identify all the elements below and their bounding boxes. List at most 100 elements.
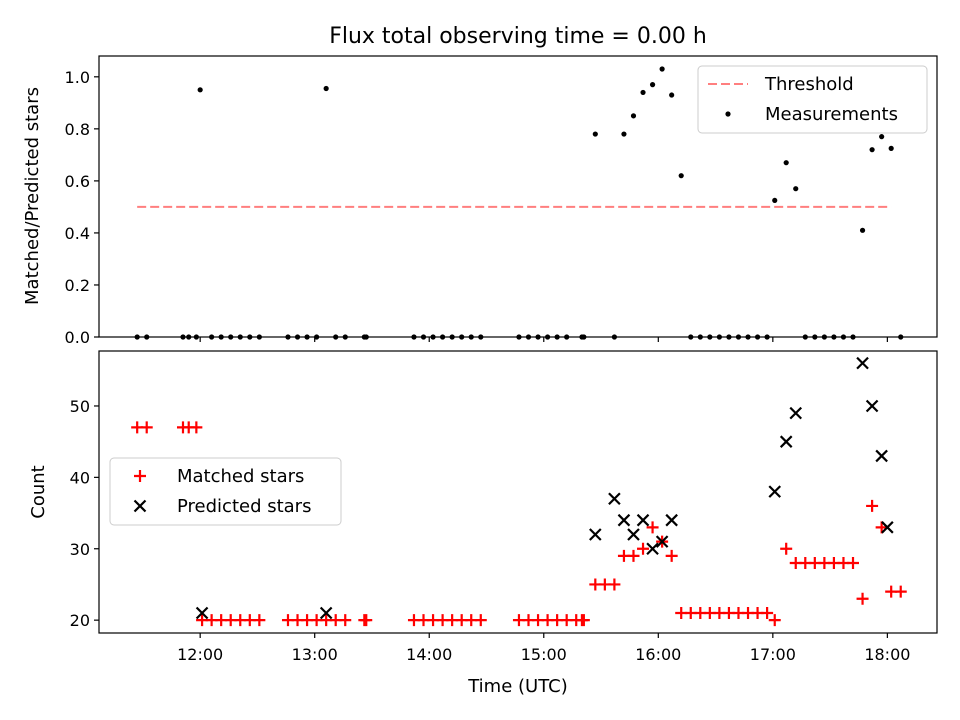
measurement-point <box>802 334 808 340</box>
matched-stars-point <box>577 614 590 627</box>
predicted-stars-point <box>881 521 894 534</box>
chart-title: Flux total observing time = 0.00 h <box>329 24 707 49</box>
matched-stars-legend-marker <box>134 470 146 482</box>
measurement-point <box>478 334 484 340</box>
measurement-point <box>304 334 310 340</box>
measurement-point <box>363 334 369 340</box>
measurement-point <box>783 160 789 166</box>
matched-stars-point <box>474 614 487 627</box>
x-tick-label: 15:00 <box>521 645 567 664</box>
measurement-point <box>193 334 199 340</box>
matched-stars-point <box>627 549 640 562</box>
measurement-point <box>186 334 192 340</box>
measurement-point <box>285 334 291 340</box>
matched-stars-point <box>253 614 266 627</box>
measurement-point <box>314 334 320 340</box>
predicted-stars-point <box>589 528 602 541</box>
measurement-point <box>197 87 203 93</box>
x-tick-label: 13:00 <box>292 645 338 664</box>
matched-stars-point <box>780 542 793 555</box>
measurement-point <box>581 334 587 340</box>
measurement-point <box>697 334 703 340</box>
matched-stars-point <box>140 421 153 434</box>
matched-stars-point <box>646 521 659 534</box>
y-tick-label: 40 <box>70 468 90 487</box>
measurement-point <box>554 334 560 340</box>
y-tick-label: 0.2 <box>65 276 90 295</box>
predicted-stars-legend-label: Predicted stars <box>177 496 311 517</box>
matched-stars-point <box>894 585 907 598</box>
measurement-point <box>621 131 627 137</box>
measurement-point <box>649 82 656 88</box>
y-tick-label: 0.4 <box>65 224 90 243</box>
matched-stars-point <box>637 542 650 555</box>
measurement-point <box>630 113 637 119</box>
measurement-point <box>888 145 894 151</box>
measurement-point <box>468 334 474 340</box>
measurement-point <box>821 334 827 340</box>
matched-stars-point <box>190 421 203 434</box>
measurement-point <box>544 334 551 340</box>
predicted-stars-point <box>627 528 640 541</box>
matched-stars-point <box>768 614 781 627</box>
measurement-point <box>323 85 329 92</box>
measurement-point <box>735 334 742 340</box>
y-tick-label: 0.0 <box>65 328 90 347</box>
bottom-legend: Matched stars Predicted stars <box>109 457 342 526</box>
legend-box <box>109 457 342 526</box>
plot-frame <box>98 350 938 634</box>
matched-stars-point <box>866 499 879 512</box>
measurement-point <box>449 334 455 340</box>
y-tick-label: 30 <box>70 540 90 559</box>
measurement-point <box>869 147 875 153</box>
measurement-point <box>611 334 617 340</box>
measurement-point <box>237 334 243 340</box>
measurement-point <box>707 334 713 340</box>
matched-stars-point <box>339 614 352 627</box>
matched-stars-point <box>665 549 678 562</box>
predicted-stars-point <box>608 492 621 506</box>
predicted-stars-point <box>779 435 793 448</box>
matched-stars-point <box>608 578 621 591</box>
measurement-point <box>669 92 675 98</box>
measurement-point <box>850 334 856 340</box>
measurement-point <box>764 334 770 340</box>
measurement-point <box>294 334 301 340</box>
measurement-point <box>831 334 837 340</box>
measurement-point <box>754 334 761 340</box>
measurement-point <box>525 334 532 340</box>
matched-stars-point <box>847 557 860 570</box>
measurement-point <box>439 334 446 340</box>
measurement-point <box>840 334 847 340</box>
measurement-point <box>812 334 818 340</box>
measurements-legend-label: Measurements <box>765 104 898 125</box>
predicted-stars-point <box>865 399 879 413</box>
predicted-stars-point <box>646 542 659 556</box>
x-tick-label: 18:00 <box>864 645 910 664</box>
measurement-point <box>898 334 904 340</box>
measurement-point <box>180 334 186 340</box>
measurement-point <box>564 334 570 340</box>
predicted-stars-point <box>875 449 888 463</box>
measurements-legend-marker <box>725 111 731 117</box>
measurement-point <box>134 334 140 340</box>
y-tick-label: 1.0 <box>65 68 90 87</box>
measurement-point <box>535 334 541 340</box>
measurement-point <box>411 334 417 340</box>
predicted-stars-point <box>856 356 869 370</box>
measurement-point <box>640 89 646 96</box>
measurement-point <box>859 227 866 233</box>
x-tick-label: 16:00 <box>635 645 681 664</box>
matched-stars-legend-label: Matched stars <box>177 466 304 487</box>
measurement-point <box>342 334 348 340</box>
predicted-stars-point <box>665 513 678 527</box>
x-tick-label: 14:00 <box>406 645 452 664</box>
measurement-point <box>430 334 436 340</box>
predicted-stars-legend-marker <box>133 499 147 513</box>
measurement-point <box>209 334 215 340</box>
top-ylabel: Matched/Predicted stars <box>22 87 43 305</box>
measurement-point <box>459 334 465 340</box>
measurement-point <box>688 334 694 340</box>
measurement-point <box>144 334 150 340</box>
predicted-stars-point <box>789 406 803 420</box>
